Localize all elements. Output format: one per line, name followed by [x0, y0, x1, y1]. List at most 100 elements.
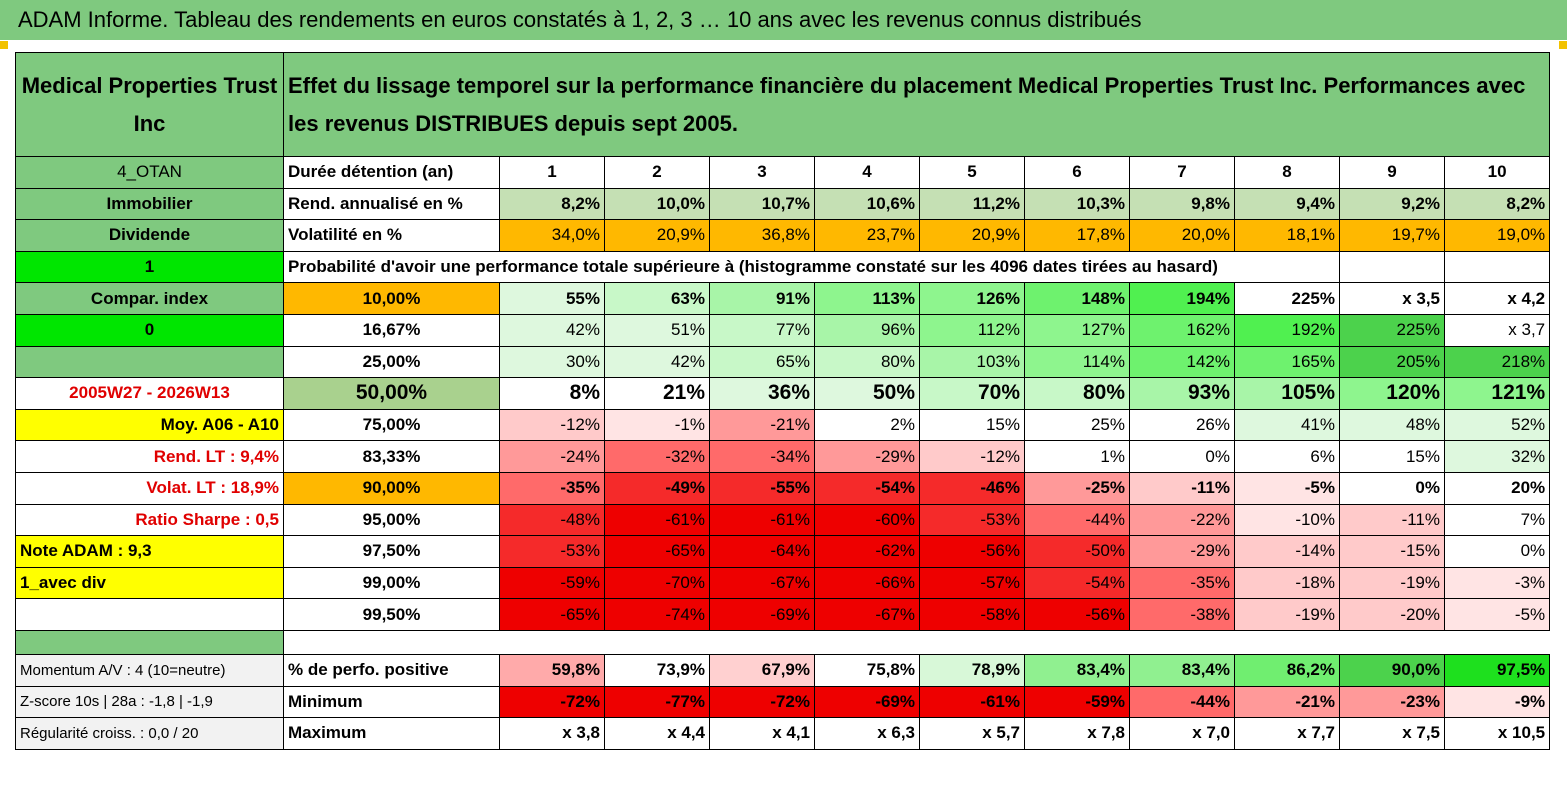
- rend-cell: 11,2%: [919, 187, 1025, 221]
- prob-cell: 126%: [919, 282, 1025, 315]
- prob-cell: -11%: [1129, 471, 1235, 505]
- prob-threshold: 10,00%: [283, 282, 500, 315]
- volat-cell: 36,8%: [709, 219, 815, 252]
- maximum-cell: x 10,5: [1443, 717, 1551, 750]
- rend-cell: 9,2%: [1339, 187, 1445, 221]
- prob-cell: 15%: [919, 408, 1025, 442]
- prob-cell: 112%: [919, 313, 1025, 347]
- maximum-cell: x 7,8: [1024, 717, 1130, 750]
- volat-cell: 23,7%: [814, 219, 920, 252]
- prob-cell: -35%: [1129, 566, 1235, 600]
- performance-table: Medical Properties Trust Inc Effet du li…: [15, 52, 1551, 750]
- prob-cell: 192%: [1234, 313, 1340, 347]
- spacer-green: [15, 629, 284, 655]
- prob-threshold: 16,67%: [283, 313, 500, 347]
- prob-cell: 26%: [1129, 408, 1235, 442]
- flag-one: 1: [15, 250, 284, 284]
- prob-cell: -58%: [919, 598, 1025, 631]
- spacer-empty: [284, 630, 1550, 654]
- prob-cell: -67%: [814, 598, 920, 631]
- maximum-cell: x 6,3: [814, 717, 920, 750]
- prob-cell: -74%: [604, 598, 710, 631]
- prob-cell: -46%: [919, 471, 1025, 505]
- corner-mark-left: [0, 41, 8, 49]
- prob-cell: -53%: [919, 503, 1025, 537]
- corner-mark-right: [1559, 41, 1567, 49]
- prob-cell: 41%: [1234, 408, 1340, 442]
- prob-threshold: 90,00%: [283, 471, 500, 505]
- prob-cell: 93%: [1129, 377, 1235, 410]
- minimum-cell: -61%: [919, 685, 1025, 719]
- momentum-label: Momentum A/V : 4 (10=neutre): [15, 653, 284, 687]
- prob-cell: -15%: [1339, 535, 1445, 568]
- prob-cell: 113%: [814, 282, 920, 315]
- prob-cell: 0%: [1129, 440, 1235, 473]
- prob-row: Moy. A06 - A10 75,00% -12% -1% -21% 2% 15% 25% 2…: [15, 408, 1551, 442]
- maximum-row: Régularité croiss. : 0,0 / 20 Maximum x 3,…: [15, 717, 1551, 750]
- volat-lt-label: Volat. LT : 18,9%: [15, 471, 284, 505]
- minimum-row: Z-score 10s | 28a : -1,8 | -1,9 Minimum -7…: [15, 685, 1551, 719]
- prob-cell: 25%: [1024, 408, 1130, 442]
- years-row: 4_OTAN Durée détention (an) 1 2 3 4 5 6 7 8 9 10: [15, 156, 1551, 189]
- prob-cell: -24%: [499, 440, 605, 473]
- prob-cell: 103%: [919, 345, 1025, 379]
- prob-cell: -12%: [919, 440, 1025, 473]
- prob-cell: 7%: [1443, 503, 1551, 537]
- prob-cell: -18%: [1234, 566, 1340, 600]
- prob-cell: 42%: [499, 313, 605, 347]
- empty-cell: [1339, 250, 1445, 284]
- prob-cell: 80%: [814, 345, 920, 379]
- prob-cell: -19%: [1234, 598, 1340, 631]
- sector-label: Immobilier: [15, 187, 284, 221]
- prob-cell: 63%: [604, 282, 710, 315]
- prob-row: 25,00% 30% 42% 65% 80% 103% 114% 142% 165% 205% 21…: [15, 345, 1551, 379]
- rend-label: Rend. annualisé en %: [283, 187, 500, 221]
- prob-cell: 1%: [1024, 440, 1130, 473]
- perfo-cell: 73,9%: [604, 653, 710, 687]
- prob-threshold: 99,50%: [283, 598, 500, 631]
- perfo-cell: 97,5%: [1443, 653, 1551, 687]
- maximum-cell: x 7,0: [1129, 717, 1235, 750]
- year-cell: 9: [1339, 156, 1445, 189]
- prob-cell: 120%: [1339, 377, 1445, 410]
- minimum-label: Minimum: [283, 685, 500, 719]
- prob-cell: 127%: [1024, 313, 1130, 347]
- volat-cell: 20,9%: [604, 219, 710, 252]
- prob-cell: 50%: [814, 377, 920, 410]
- prob-cell: 225%: [1234, 282, 1340, 315]
- prob-cell: 70%: [919, 377, 1025, 410]
- empty-side: [15, 345, 284, 379]
- prob-cell: -65%: [604, 535, 710, 568]
- prob-cell: -20%: [1339, 598, 1445, 631]
- prob-cell: 0%: [1443, 535, 1551, 568]
- year-cell: 8: [1234, 156, 1340, 189]
- year-cell: 5: [919, 156, 1025, 189]
- rend-lt-label: Rend. LT : 9,4%: [15, 440, 284, 473]
- maximum-cell: x 5,7: [919, 717, 1025, 750]
- minimum-cell: -72%: [499, 685, 605, 719]
- volat-cell: 20,9%: [919, 219, 1025, 252]
- note-label: Note ADAM : 9,3: [15, 535, 284, 568]
- maximum-label: Maximum: [283, 717, 500, 750]
- prob-cell: 148%: [1024, 282, 1130, 315]
- volat-cell: 17,8%: [1024, 219, 1130, 252]
- prob-row: Volat. LT : 18,9% 90,00% -35% -49% -55% -54% -…: [15, 471, 1551, 505]
- perfo-cell: 78,9%: [919, 653, 1025, 687]
- prob-cell: -66%: [814, 566, 920, 600]
- moy-label: Moy. A06 - A10: [15, 408, 284, 442]
- prob-threshold: 95,00%: [283, 503, 500, 537]
- prob-cell: 105%: [1234, 377, 1340, 410]
- maximum-cell: x 7,7: [1234, 717, 1340, 750]
- prob-cell: -19%: [1339, 566, 1445, 600]
- header-row: Medical Properties Trust Inc Effet du li…: [15, 52, 1551, 157]
- maximum-cell: x 4,4: [604, 717, 710, 750]
- prob-cell: -64%: [709, 535, 815, 568]
- minimum-cell: -72%: [709, 685, 815, 719]
- perfo-cell: 67,9%: [709, 653, 815, 687]
- duree-label: Durée détention (an): [283, 156, 500, 189]
- prob-cell: 91%: [709, 282, 815, 315]
- prob-cell: 51%: [604, 313, 710, 347]
- prob-cell: -61%: [604, 503, 710, 537]
- rend-cell: 9,8%: [1129, 187, 1235, 221]
- prob-cell: 21%: [604, 377, 710, 410]
